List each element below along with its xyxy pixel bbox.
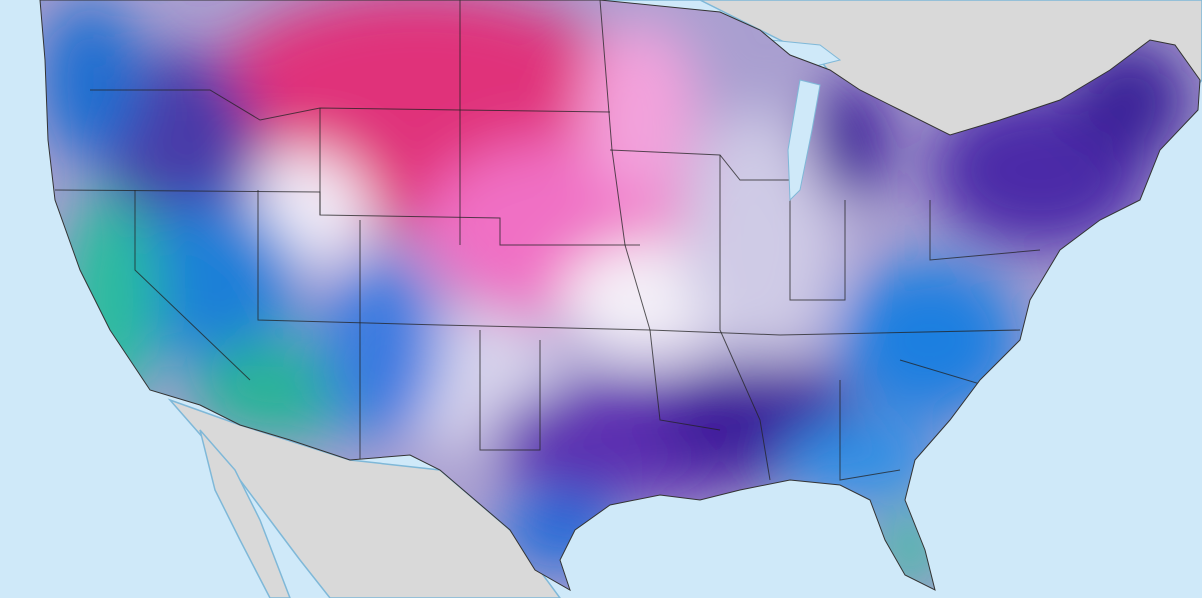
baja bbox=[199, 429, 291, 598]
us-outline bbox=[39, 0, 1201, 592]
state-borders bbox=[54, 0, 1041, 481]
lake-michigan bbox=[787, 79, 821, 202]
